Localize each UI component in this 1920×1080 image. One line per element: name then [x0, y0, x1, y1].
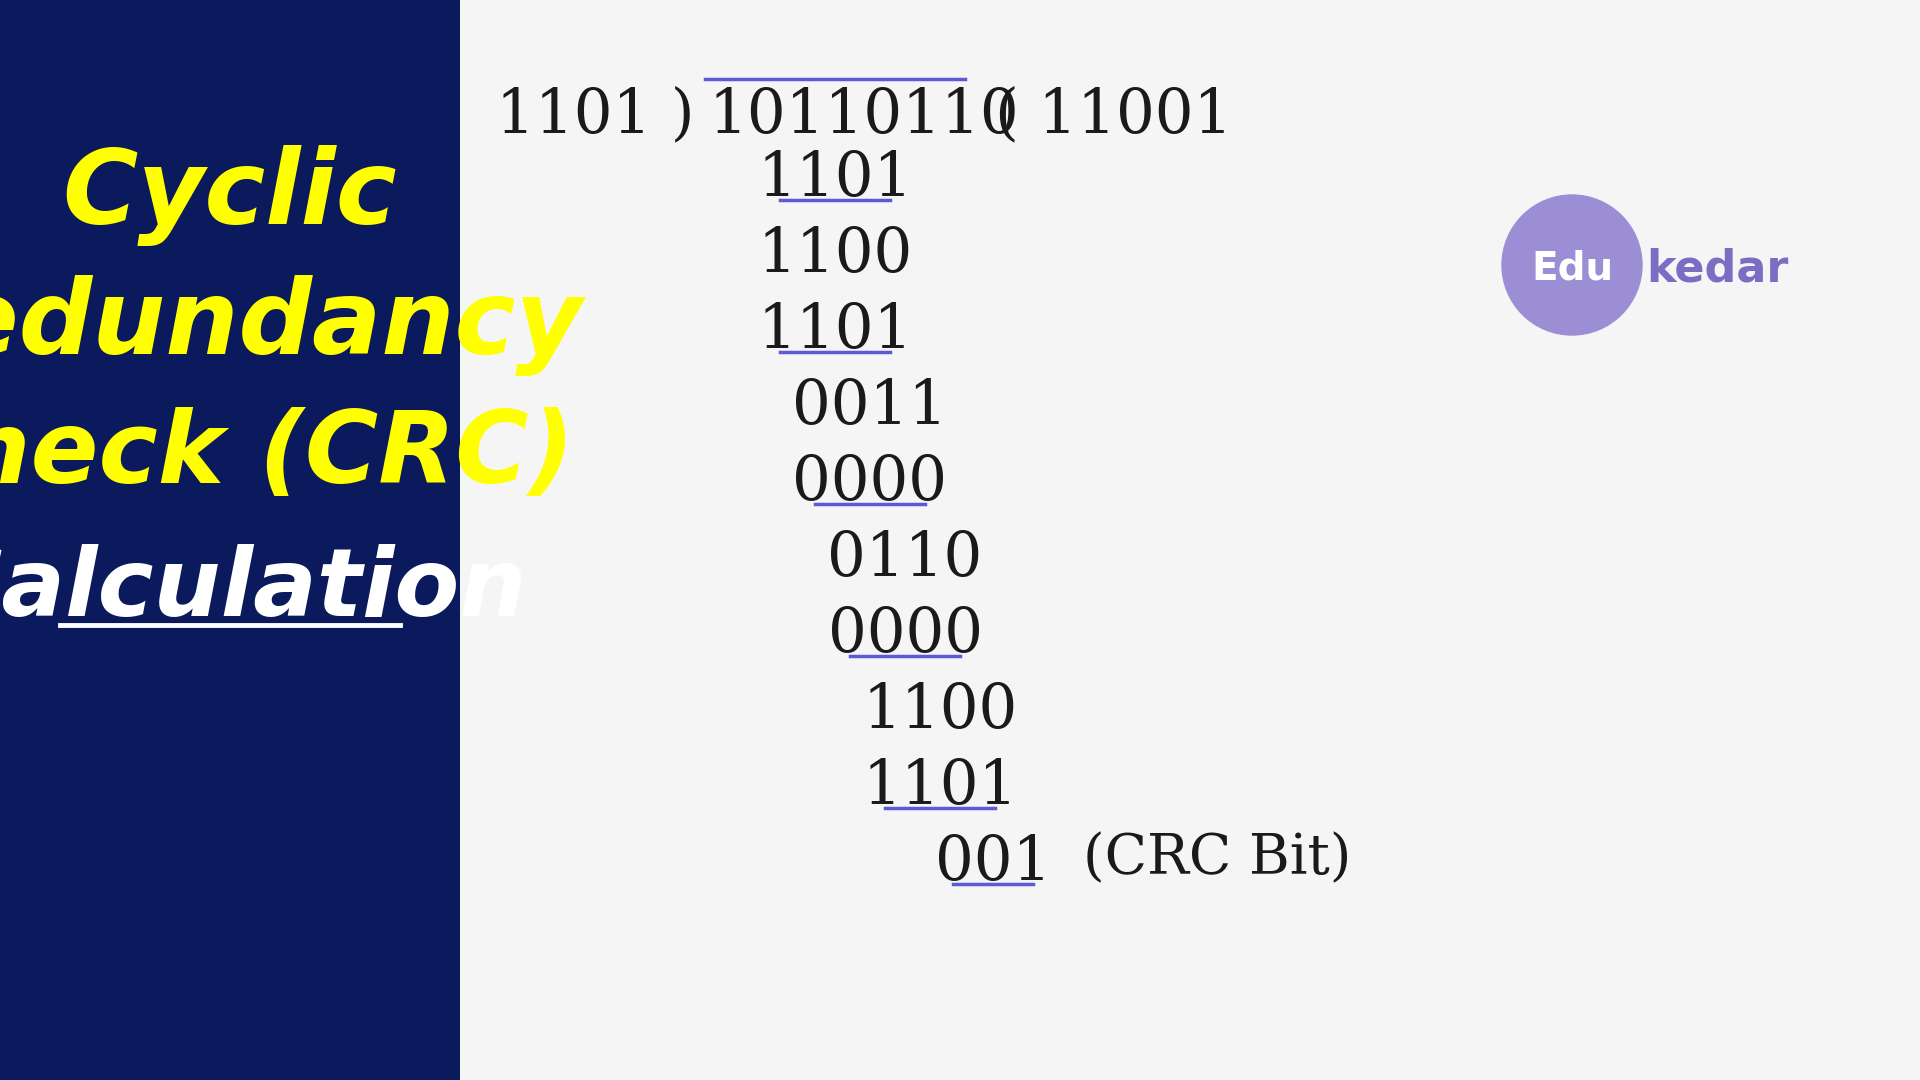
Text: 1101: 1101 — [862, 756, 1018, 816]
Text: 1100: 1100 — [862, 680, 1018, 740]
Text: 001: 001 — [935, 832, 1050, 892]
Text: Check (CRC): Check (CRC) — [0, 406, 574, 503]
Text: 1101 ): 1101 ) — [497, 85, 695, 145]
Text: 0000: 0000 — [793, 453, 947, 512]
Text: 0110: 0110 — [828, 528, 983, 588]
Text: 1101: 1101 — [756, 300, 912, 360]
FancyBboxPatch shape — [461, 0, 1920, 1080]
Text: Calculation: Calculation — [0, 544, 528, 636]
Text: 0011: 0011 — [793, 376, 948, 436]
Text: 0000: 0000 — [828, 604, 983, 664]
Text: 1101: 1101 — [756, 148, 912, 208]
Text: Edu: Edu — [1530, 249, 1613, 288]
Text: 1100: 1100 — [756, 224, 912, 284]
Text: (CRC Bit): (CRC Bit) — [1083, 832, 1352, 887]
Text: kedar: kedar — [1645, 247, 1788, 291]
Text: 10110110: 10110110 — [708, 85, 1020, 145]
Text: Cyclic: Cyclic — [63, 145, 397, 245]
Circle shape — [1501, 195, 1642, 335]
FancyBboxPatch shape — [0, 0, 461, 1080]
Text: ( 11001: ( 11001 — [995, 85, 1233, 145]
Text: Redundancy: Redundancy — [0, 274, 584, 376]
